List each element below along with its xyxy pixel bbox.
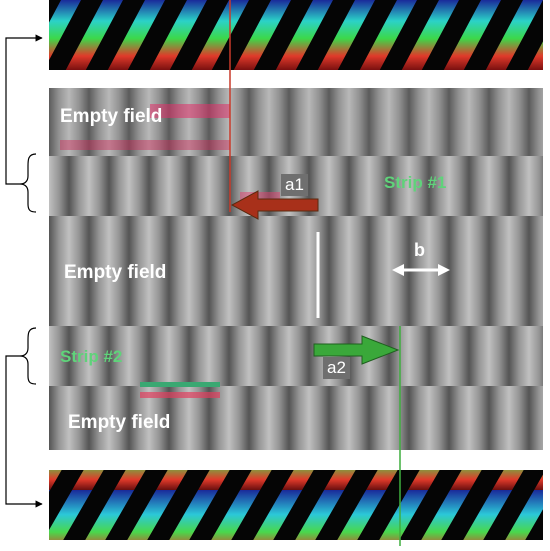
top-fringe-panel [49, 0, 543, 70]
empty-field-label-1: Empty field [60, 106, 163, 127]
bracket-arrow-icon [5, 327, 43, 508]
arrow-label-b: b [414, 240, 425, 260]
arrow-label-a1: a1 [281, 174, 308, 196]
empty-field-label-2: Empty field [64, 262, 167, 283]
strip-label-2: Strip #2 [60, 347, 123, 366]
strip-label-1: Strip #1 [384, 173, 447, 192]
micrograph-panel [49, 88, 543, 450]
arrow-right-icon [313, 335, 400, 365]
bottom-fringe-panel [49, 470, 543, 540]
arrow-left-icon [230, 190, 319, 220]
arrow-label-a2: a2 [323, 357, 350, 379]
empty-field-label-3: Empty field [68, 412, 171, 433]
bracket-arrow-icon [5, 34, 43, 213]
